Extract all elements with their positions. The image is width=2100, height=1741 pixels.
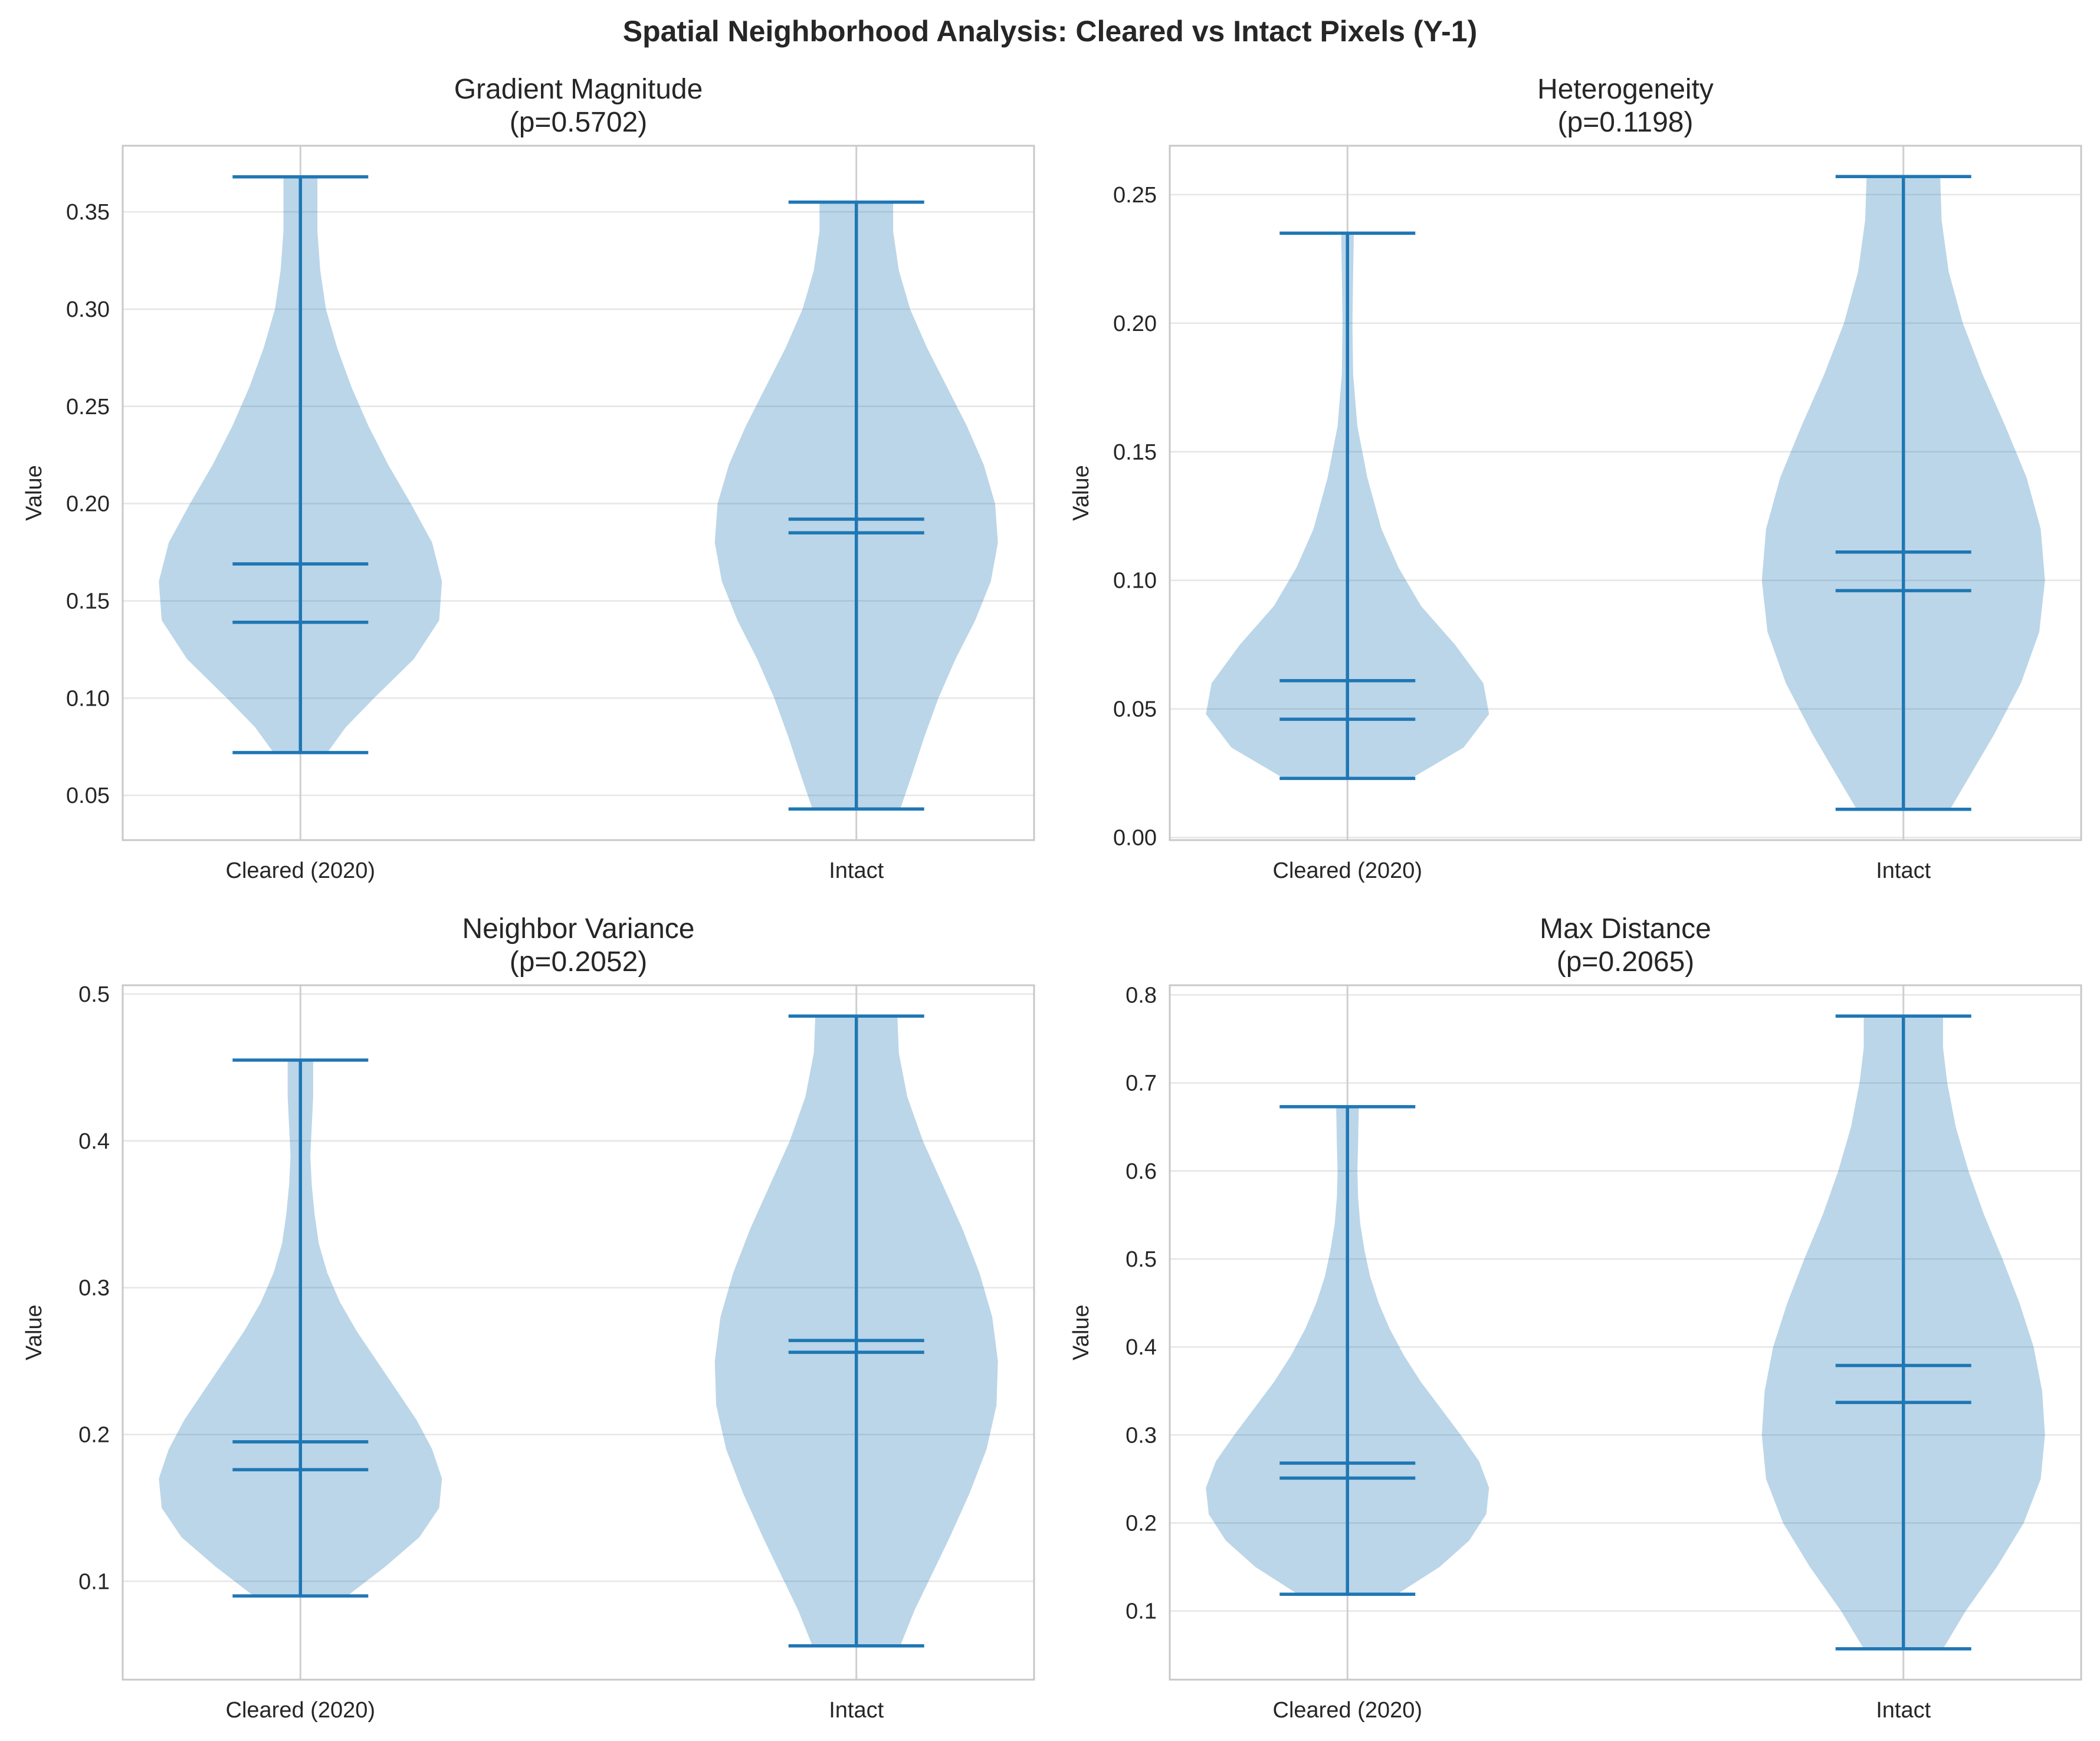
figure-suptitle: Spatial Neighborhood Analysis: Cleared v… (623, 15, 1478, 48)
chart-panel-4: 0.1 0.2 0.3 0.4 0.5 0.6 0.7 0.8 Cleared (2020) In… (1069, 913, 2082, 1723)
y-tick-label: 0.2 (1126, 1511, 1157, 1536)
panel-title: Gradient Magnitude (454, 74, 703, 105)
y-tick-label: 0.3 (78, 1276, 110, 1301)
x-tick-label: Intact (829, 1698, 884, 1723)
panel-title: Neighbor Variance (462, 913, 694, 945)
x-tick-label: Intact (1876, 858, 1931, 883)
y-tick-label: 0.4 (1126, 1335, 1157, 1360)
x-tick-label: Cleared (2020) (226, 858, 375, 883)
panel-subtitle: (p=0.5702) (510, 107, 648, 138)
x-tick-label: Intact (829, 858, 884, 883)
y-tick-label: 0.30 (66, 297, 110, 322)
y-tick-label: 0.25 (66, 395, 110, 419)
chart-panel-2: 0.00 0.05 0.10 0.15 0.20 0.25 Cleared (2020) In… (1069, 74, 2082, 883)
y-tick-label: 0.2 (78, 1422, 110, 1447)
y-tick-label: 0.5 (1126, 1247, 1157, 1272)
y-axis-label: Value (22, 1304, 47, 1360)
y-tick-label: 0.5 (78, 982, 110, 1007)
y-tick-label: 0.1 (1126, 1599, 1157, 1624)
axes-frame (1169, 145, 2082, 841)
y-tick-label: 0.15 (1113, 440, 1157, 465)
x-tick-label: Cleared (2020) (1273, 1698, 1422, 1723)
y-axis-label: Value (1069, 465, 1094, 520)
y-tick-label: 0.05 (1113, 697, 1157, 722)
y-tick-label: 0.7 (1126, 1071, 1157, 1096)
y-tick-label: 0.4 (78, 1129, 110, 1154)
y-axis-label: Value (22, 465, 47, 520)
y-tick-label: 0.05 (66, 783, 110, 808)
y-tick-label: 0.10 (66, 686, 110, 711)
panel-subtitle: (p=0.2052) (510, 946, 648, 978)
panel-title: Heterogeneity (1537, 74, 1714, 105)
y-tick-label: 0.3 (1126, 1423, 1157, 1448)
y-tick-label: 0.20 (66, 492, 110, 517)
x-tick-label: Cleared (2020) (226, 1698, 375, 1723)
panel-subtitle: (p=0.1198) (1558, 107, 1694, 138)
y-tick-label: 0.15 (66, 589, 110, 614)
panel-title: Max Distance (1540, 913, 1711, 945)
x-tick-label: Cleared (2020) (1273, 858, 1422, 883)
chart-panel-1: 0.05 0.10 0.15 0.20 0.25 0.30 0.35 Cleared (202… (22, 74, 1035, 883)
axes-frame (122, 984, 1035, 1681)
panel-subtitle: (p=0.2065) (1557, 946, 1695, 978)
y-axis-label: Value (1069, 1304, 1094, 1360)
y-tick-label: 0.25 (1113, 183, 1157, 208)
y-tick-label: 0.8 (1126, 983, 1157, 1008)
chart-panel-3: 0.1 0.2 0.3 0.4 0.5 Cleared (2020) Intact Neigh… (22, 913, 1035, 1723)
axes-frame (1169, 984, 2082, 1681)
y-tick-label: 0.1 (78, 1569, 110, 1594)
y-tick-label: 0.20 (1113, 312, 1157, 336)
axes-frame (122, 145, 1035, 841)
y-tick-label: 0.10 (1113, 569, 1157, 594)
y-tick-label: 0.35 (66, 200, 110, 225)
x-tick-label: Intact (1876, 1698, 1931, 1723)
y-tick-label: 0.6 (1126, 1159, 1157, 1184)
y-tick-label: 0.00 (1113, 826, 1157, 851)
